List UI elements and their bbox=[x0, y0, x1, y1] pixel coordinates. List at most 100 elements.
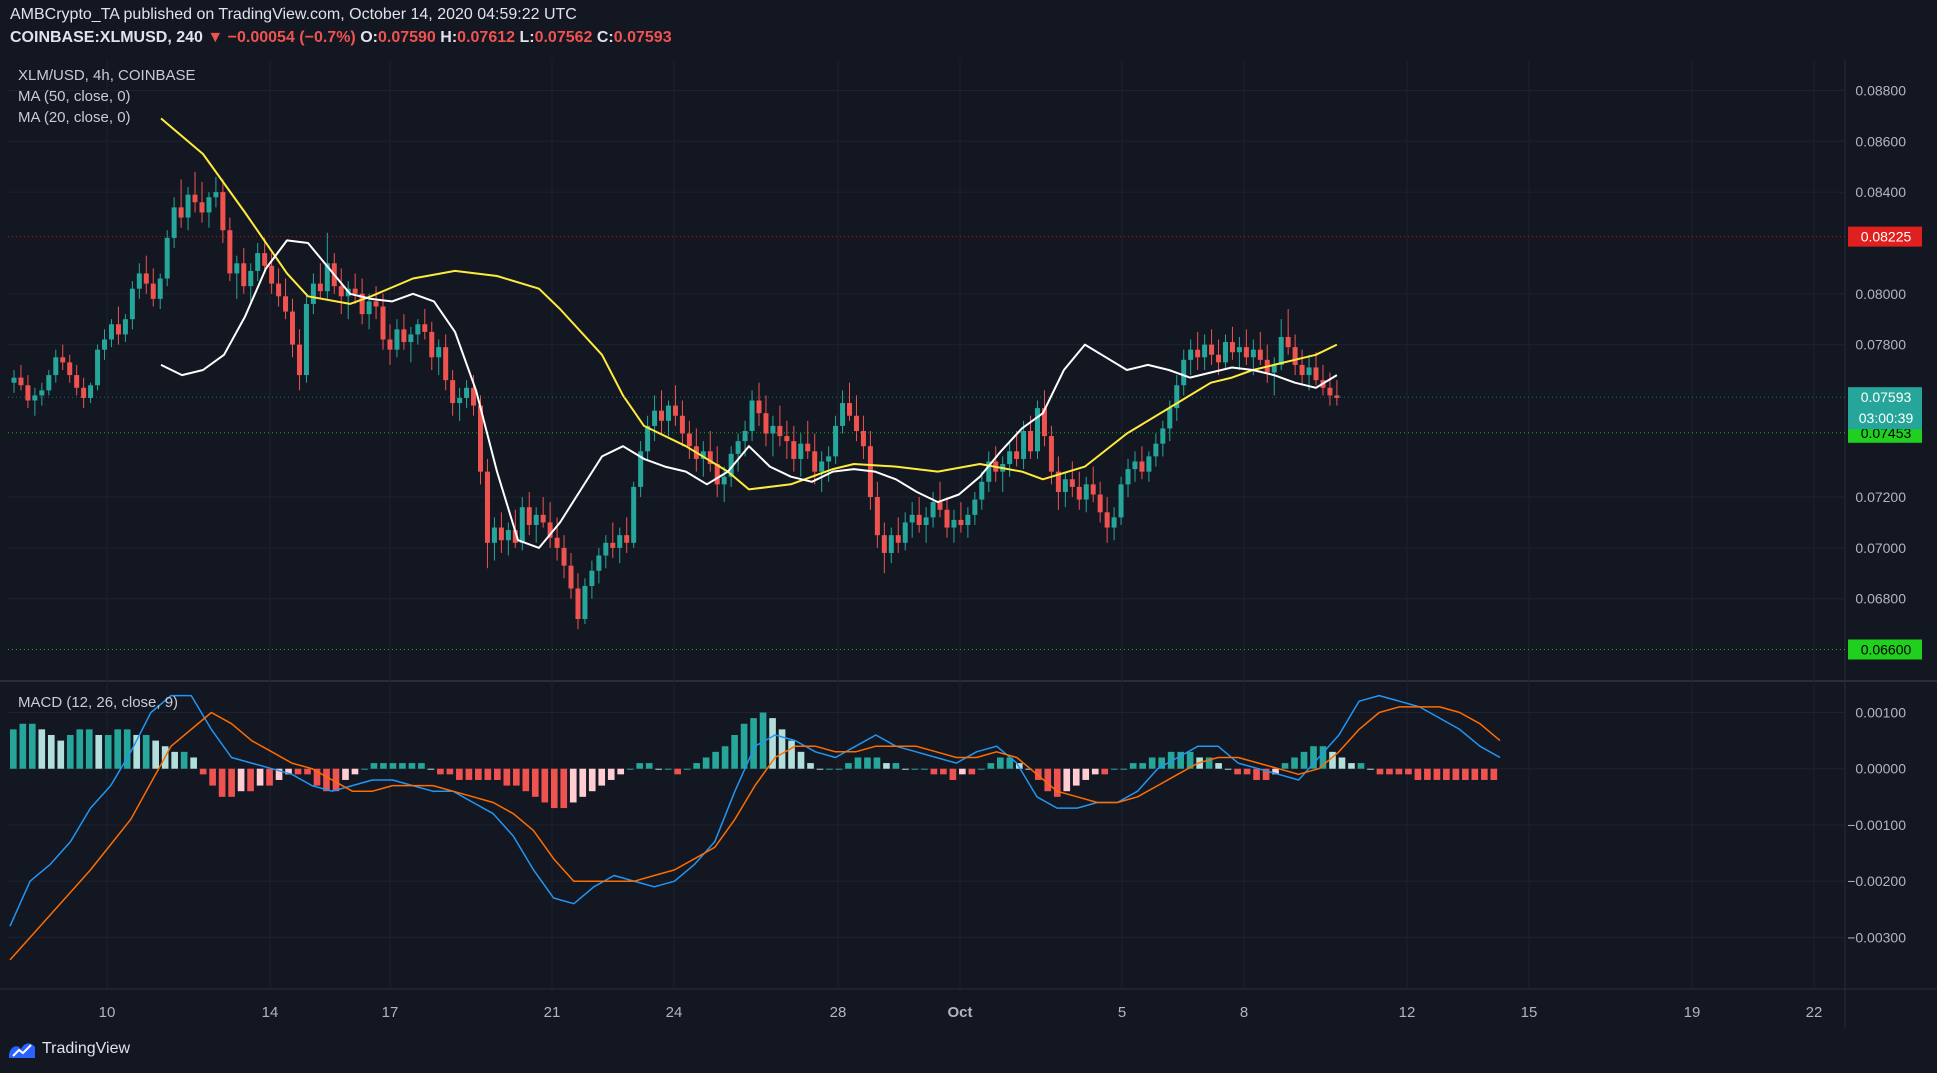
macd-histogram-bar bbox=[664, 768, 672, 770]
candle-body bbox=[394, 329, 400, 350]
candle-body bbox=[255, 253, 261, 271]
publish-info: AMBCrypto_TA published on TradingView.co… bbox=[10, 6, 577, 23]
candle-body bbox=[721, 476, 727, 485]
macd-histogram-bar bbox=[418, 763, 425, 769]
candle-body bbox=[763, 413, 769, 434]
candle-body bbox=[881, 535, 887, 553]
tradingview-logo[interactable]: TradingView bbox=[8, 1038, 130, 1060]
candle-body bbox=[1292, 347, 1298, 365]
macd-histogram-bar bbox=[987, 763, 995, 769]
candle-body bbox=[1014, 451, 1020, 459]
macd-histogram-bar bbox=[1243, 768, 1251, 775]
candle-body bbox=[1069, 479, 1075, 487]
candle-body bbox=[1209, 344, 1215, 355]
candle-body bbox=[1041, 408, 1047, 437]
macd-histogram-bar bbox=[237, 768, 245, 792]
x-tick-label: Oct bbox=[947, 1004, 972, 1021]
macd-histogram-bar bbox=[655, 768, 662, 770]
candle-body bbox=[937, 502, 943, 510]
macd-histogram-bar bbox=[636, 763, 644, 769]
candle-body bbox=[477, 405, 483, 472]
candle-body bbox=[303, 303, 309, 376]
candle-body bbox=[1160, 428, 1166, 444]
macd-histogram-bar bbox=[1167, 751, 1175, 769]
candle-body bbox=[1202, 344, 1208, 358]
macd-histogram-bar bbox=[617, 768, 625, 775]
macd-histogram-bar bbox=[740, 723, 748, 769]
macd-legend[interactable]: MACD (12, 26, close, 9) bbox=[18, 694, 179, 711]
candle-body bbox=[1097, 494, 1103, 513]
macd-histogram-bar bbox=[759, 712, 767, 769]
macd-histogram-bar bbox=[854, 757, 862, 769]
macd-histogram-bar bbox=[1053, 768, 1061, 797]
level-badge bbox=[1848, 639, 1922, 660]
candle-body bbox=[1174, 385, 1180, 409]
candle-body bbox=[1167, 408, 1173, 429]
macd-histogram-bar bbox=[807, 763, 814, 769]
candle-body bbox=[547, 522, 553, 538]
macd-histogram-bar bbox=[645, 763, 653, 769]
x-tick-label: 5 bbox=[1118, 1004, 1126, 1021]
macd-histogram-bar bbox=[285, 768, 292, 775]
macd-tick-label: −0.00200 bbox=[1847, 873, 1906, 889]
macd-histogram-bar bbox=[142, 734, 150, 769]
candle-body bbox=[213, 192, 219, 198]
candle-body bbox=[1188, 349, 1194, 360]
candle-body bbox=[53, 357, 59, 376]
candle-body bbox=[164, 237, 170, 279]
candle-body bbox=[1007, 451, 1013, 465]
brand-label: TradingView bbox=[42, 1040, 131, 1057]
candle-body bbox=[505, 530, 511, 541]
close-value: 0.07593 bbox=[613, 29, 672, 46]
macd-histogram-bar bbox=[475, 768, 482, 780]
macd-histogram-bar bbox=[1205, 757, 1213, 769]
macd-histogram-bar bbox=[484, 768, 492, 780]
macd-histogram-bar bbox=[864, 757, 871, 769]
candle-body bbox=[1076, 486, 1082, 500]
macd-histogram-bar bbox=[968, 768, 976, 775]
macd-histogram-bar bbox=[1310, 746, 1317, 769]
candle-body bbox=[874, 497, 880, 536]
candle-body bbox=[1216, 354, 1222, 363]
candle-body bbox=[512, 530, 518, 543]
macd-histogram-bar bbox=[171, 751, 178, 769]
macd-histogram-bar bbox=[579, 768, 587, 797]
x-tick-label: 22 bbox=[1806, 1004, 1823, 1021]
candle-body bbox=[234, 263, 240, 274]
candle-body bbox=[422, 324, 428, 332]
macd-histogram-bar bbox=[199, 768, 207, 775]
macd-histogram-bar bbox=[1424, 768, 1431, 780]
pair-legend[interactable]: XLM/USD, 4h, COINBASE bbox=[18, 67, 196, 84]
candle-body bbox=[888, 535, 894, 553]
candle-body bbox=[443, 347, 449, 381]
macd-histogram-bar bbox=[683, 768, 691, 770]
candle-body bbox=[484, 471, 490, 543]
last-price-badge bbox=[1848, 387, 1922, 430]
macd-histogram-bar bbox=[1101, 768, 1109, 775]
candle-body bbox=[457, 397, 463, 404]
macd-histogram-bar bbox=[1462, 768, 1469, 780]
candle-body bbox=[638, 451, 644, 487]
candle-body bbox=[833, 425, 839, 457]
macd-histogram-bar bbox=[247, 768, 254, 792]
macd-histogram-bar bbox=[1025, 768, 1033, 770]
candle-body bbox=[1021, 430, 1027, 459]
x-tick-label: 28 bbox=[830, 1004, 847, 1021]
candle-body bbox=[784, 436, 790, 442]
candle-body bbox=[749, 400, 755, 431]
macd-histogram-bar bbox=[380, 763, 387, 769]
candle-body bbox=[847, 403, 853, 416]
macd-tick-label: 0.00100 bbox=[1855, 704, 1906, 720]
macd-histogram-bar bbox=[1490, 768, 1498, 780]
candle-body bbox=[1306, 367, 1312, 376]
candle-body bbox=[324, 263, 330, 292]
macd-histogram-bar bbox=[123, 729, 131, 769]
candle-body bbox=[1181, 359, 1187, 386]
ma50-legend[interactable]: MA (50, close, 0) bbox=[18, 88, 131, 105]
macd-histogram-bar bbox=[152, 740, 159, 769]
candle-body bbox=[610, 542, 616, 548]
ma20-legend[interactable]: MA (20, close, 0) bbox=[18, 109, 131, 126]
macd-histogram-bar bbox=[1329, 751, 1336, 769]
candle-body bbox=[150, 283, 156, 299]
macd-histogram-bar bbox=[560, 768, 568, 809]
